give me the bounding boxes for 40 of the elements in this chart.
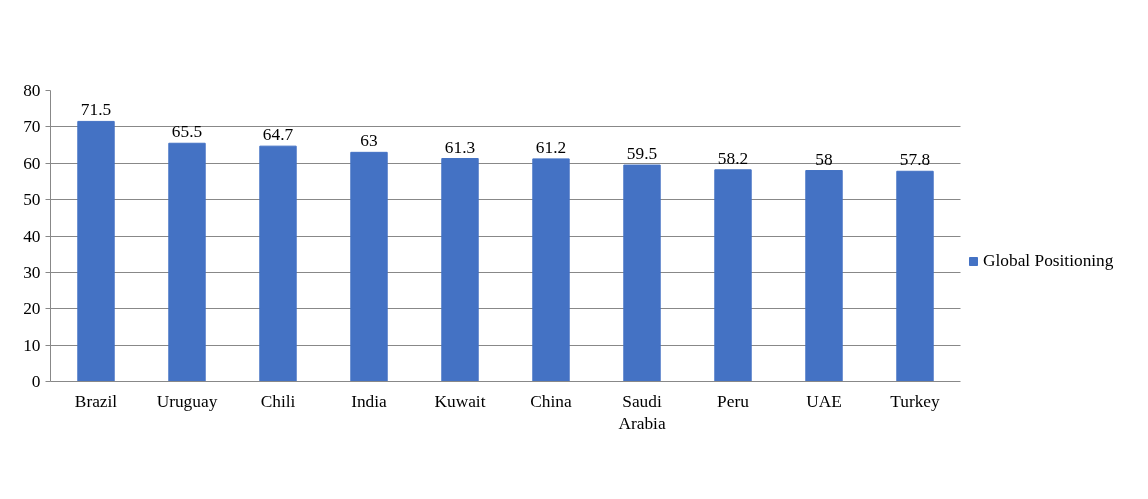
- x-tick-label: Turkey: [890, 391, 941, 411]
- x-tick-label: China: [530, 391, 572, 411]
- x-tick-label: Chili: [260, 391, 296, 411]
- y-tick-label: 10: [23, 335, 41, 355]
- bar: [805, 170, 843, 382]
- y-tick-label: 20: [23, 299, 41, 319]
- bar: [896, 170, 934, 382]
- data-label: 61.2: [535, 137, 567, 157]
- data-label: 71.5: [80, 100, 112, 120]
- y-tick-label: 50: [23, 190, 41, 210]
- data-label: 63: [360, 131, 378, 151]
- x-tick-label: India: [351, 391, 388, 411]
- data-label: 58: [815, 149, 833, 169]
- y-tick-label: 0: [31, 372, 41, 391]
- bar: [259, 145, 297, 382]
- legend-label: Global Positioning: [983, 251, 1114, 271]
- data-label: 59.5: [626, 144, 658, 164]
- data-label: 58.2: [717, 148, 749, 168]
- bar: [623, 164, 661, 382]
- y-tick-label: 60: [23, 153, 41, 173]
- bar: [168, 142, 206, 382]
- data-label: 64.7: [262, 125, 294, 145]
- y-tick-label: 70: [23, 117, 41, 137]
- data-label: 61.3: [444, 137, 476, 157]
- bar: [77, 120, 115, 382]
- y-tick-label: 30: [23, 262, 41, 282]
- x-tick-label: Peru: [717, 391, 750, 411]
- x-tick-label: Uruguay: [156, 391, 218, 411]
- x-tick-label: Saudi Arabia: [618, 391, 666, 434]
- bar: [532, 158, 570, 382]
- x-tick-label: Brazil: [74, 391, 118, 411]
- bar: [350, 151, 388, 382]
- data-label: 57.8: [899, 150, 931, 170]
- y-tick-label: 40: [23, 226, 41, 246]
- x-tick-label: Kuwait: [434, 391, 486, 411]
- data-label: 65.5: [171, 122, 203, 142]
- y-tick-label: 80: [23, 81, 41, 100]
- x-tick-label: UAE: [806, 391, 842, 411]
- bar: [714, 169, 752, 382]
- bar: [441, 158, 479, 382]
